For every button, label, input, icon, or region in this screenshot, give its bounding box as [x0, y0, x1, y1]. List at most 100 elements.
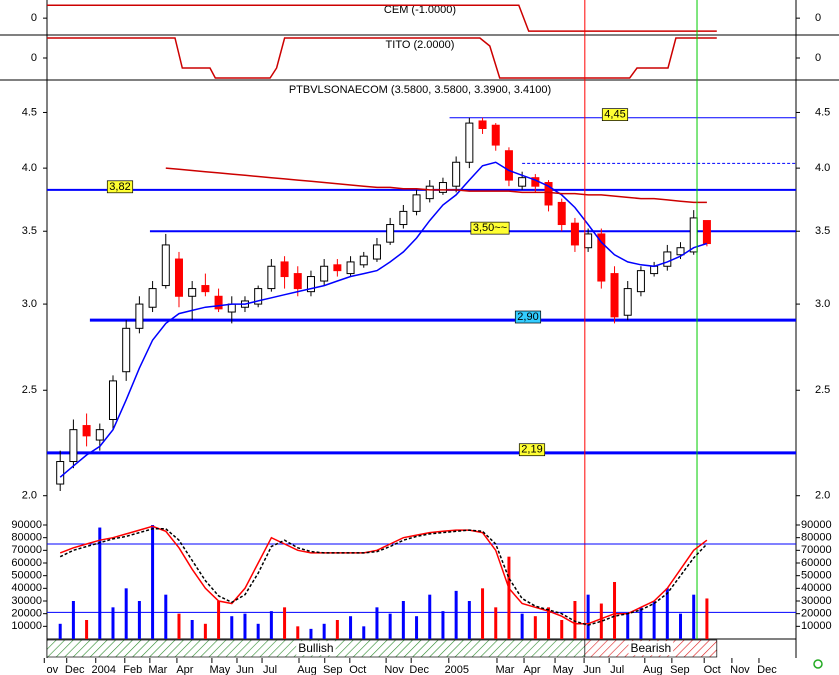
status-icon: [813, 659, 823, 669]
volume-bar: [441, 611, 445, 639]
volume-bar: [401, 601, 405, 639]
x-tick-label: 2004: [92, 664, 116, 675]
candle-body: [570, 222, 579, 246]
volume-bar: [322, 623, 326, 639]
x-tick-label: Jun: [236, 664, 254, 675]
x-tick-label: Oct: [349, 664, 366, 675]
volume-bar: [533, 616, 537, 639]
candle-body: [148, 288, 157, 308]
candle-body: [584, 233, 593, 249]
volume-bar: [481, 588, 485, 639]
candle-body: [557, 201, 566, 226]
x-tick-label: Mar: [496, 664, 515, 675]
volume-bar: [151, 525, 155, 639]
candle-body: [478, 120, 487, 129]
x-tick-label: Sep: [670, 664, 690, 675]
candle-body: [174, 258, 183, 297]
y-tick-label: 4.5: [22, 106, 37, 118]
reference-label: 4,45: [604, 109, 625, 121]
volume-bar: [137, 601, 141, 639]
y-tick-label: 2.0: [22, 490, 37, 502]
volume-bar: [164, 594, 168, 639]
volume-bar: [586, 594, 590, 639]
reference-label-box: [470, 221, 510, 235]
x-tick-label: Apr: [176, 664, 193, 675]
reference-label: 3,50~~: [473, 222, 507, 234]
reference-label: 2,90: [517, 311, 538, 323]
volume-bar: [98, 527, 102, 639]
candle-body: [280, 261, 289, 278]
volume-bar: [494, 607, 498, 639]
candle-body: [465, 122, 474, 163]
y-tick-label: 50000: [11, 570, 42, 582]
y-tick-label: 70000: [801, 544, 832, 556]
y-tick-label: 2.5: [22, 384, 37, 396]
y-tick-label: 90000: [11, 519, 42, 531]
y-tick-label: 4.0: [815, 162, 830, 174]
x-tick-label: Dec: [65, 664, 85, 675]
regime-label: Bearish: [630, 641, 671, 655]
candle-body: [320, 265, 329, 282]
y-tick-label: 3.5: [22, 225, 37, 237]
y-tick-label: 4.5: [815, 106, 830, 118]
candle-body: [372, 244, 381, 260]
candle-body: [623, 288, 632, 316]
candle-body: [188, 288, 197, 297]
y-tick-label: 30000: [801, 595, 832, 607]
volume-bar: [256, 623, 260, 639]
volume-bar: [415, 616, 419, 639]
candle-body: [412, 194, 421, 212]
candle-body: [386, 224, 395, 243]
candle-body: [346, 261, 355, 275]
volume-bar: [467, 601, 471, 639]
candle-body: [135, 303, 144, 329]
x-tick-label: Nov: [730, 664, 750, 675]
volume-bar: [652, 601, 656, 639]
y-tick-label: 3.0: [815, 298, 830, 310]
volume-bar: [111, 607, 115, 639]
y-tick-label: 40000: [801, 582, 832, 594]
candle-body: [597, 233, 606, 282]
candle-body: [425, 185, 434, 200]
x-tick-label: ov: [46, 664, 58, 675]
candle-body: [82, 425, 91, 437]
volume-bar: [599, 603, 603, 639]
y-tick-label: 60000: [11, 557, 42, 569]
y-tick-label: 60000: [801, 557, 832, 569]
candle-body: [663, 251, 672, 267]
x-tick-label: Aug: [643, 664, 663, 675]
regime-label: Bullish: [298, 641, 333, 655]
series-line: [59, 528, 708, 626]
volume-bar: [335, 620, 339, 639]
volume-bar: [124, 588, 128, 639]
volume-bar: [507, 556, 511, 639]
reference-label-box: [601, 108, 629, 122]
volume-bar: [177, 613, 181, 639]
candle-body: [214, 295, 223, 310]
volume-bar: [375, 607, 379, 639]
panel-title: PTBVLSONAECOM (3.5800, 3.5800, 3.3900, 3…: [289, 84, 551, 96]
reference-label: 2,19: [521, 444, 542, 456]
candle-body: [702, 220, 711, 245]
regime-label-bg: [628, 641, 674, 656]
candle-body: [122, 327, 131, 373]
candle-body: [95, 429, 104, 441]
volume-bar: [547, 607, 551, 639]
x-tick-label: Mar: [148, 664, 167, 675]
volume-bar: [692, 594, 696, 639]
x-tick-label: Apr: [523, 664, 540, 675]
x-tick-label: Nov: [384, 664, 404, 675]
x-tick-label: May: [210, 664, 231, 675]
volume-bar: [58, 623, 62, 639]
volume-bar: [190, 620, 194, 639]
x-tick-label: Dec: [409, 664, 429, 675]
y-tick-label: 80000: [801, 532, 832, 544]
candle-body: [254, 288, 263, 305]
candle-body: [636, 270, 645, 293]
volume-bar: [626, 613, 630, 639]
volume-bar: [230, 616, 234, 639]
y-tick-label: 20000: [11, 608, 42, 620]
panel-title: CEM (-1.0000): [384, 4, 456, 16]
